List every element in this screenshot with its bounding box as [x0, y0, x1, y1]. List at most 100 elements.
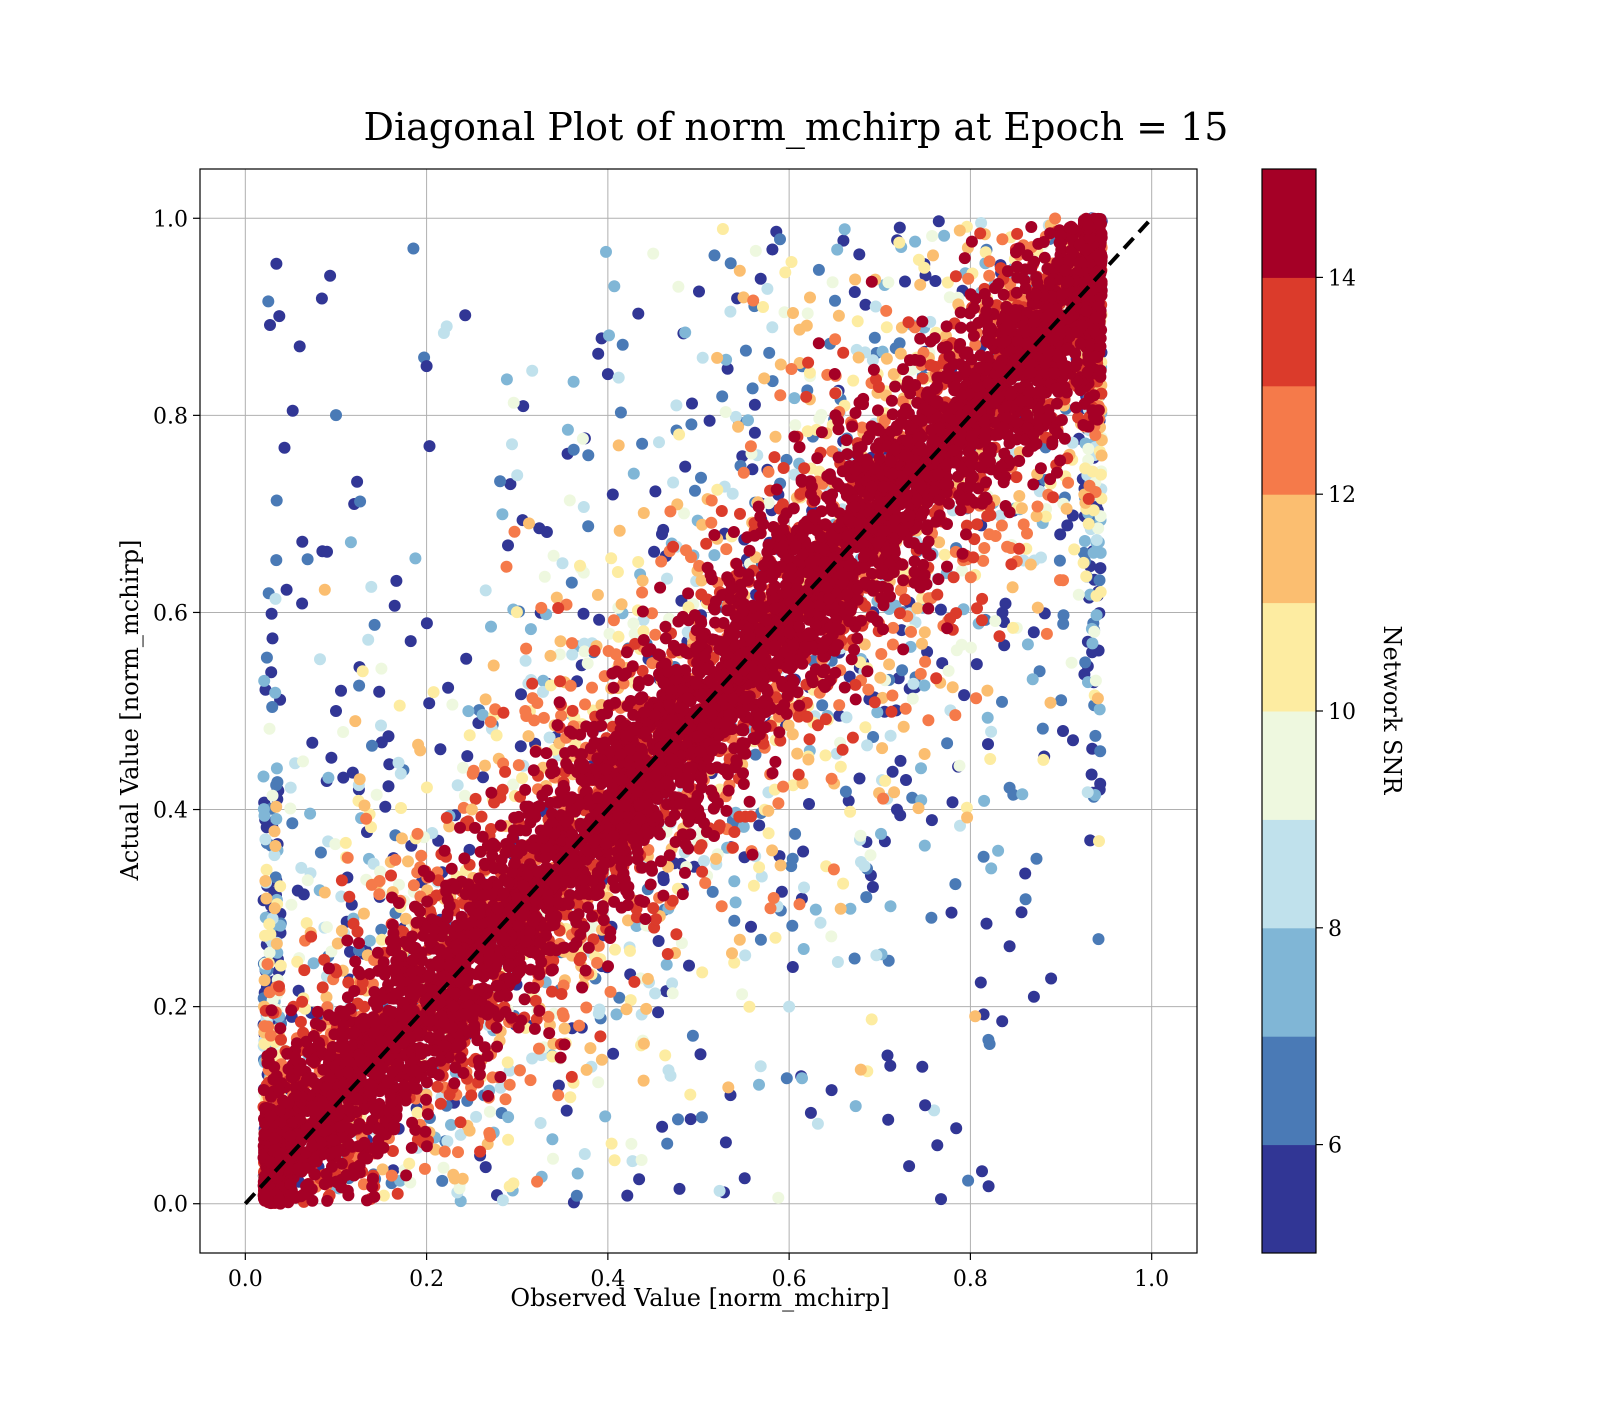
scatter-point — [810, 904, 822, 916]
scatter-point — [395, 802, 407, 814]
scatter-point — [568, 444, 580, 456]
scatter-point — [720, 406, 732, 418]
scatter-point — [392, 1188, 404, 1200]
scatter-point — [558, 1010, 570, 1022]
scatter-point — [909, 354, 921, 366]
scatter-point — [1092, 692, 1104, 704]
scatter-point — [287, 405, 299, 417]
scatter-point — [882, 1114, 894, 1126]
scatter-point — [685, 418, 697, 430]
scatter-point — [552, 602, 564, 614]
scatter-point — [494, 475, 506, 487]
scatter-point — [684, 1089, 696, 1101]
scatter-point — [353, 680, 365, 692]
scatter-point — [462, 705, 474, 717]
scatter-point — [753, 1079, 765, 1091]
scatter-point — [1013, 543, 1025, 555]
scatter-point — [566, 577, 578, 589]
scatter-point — [1062, 477, 1074, 489]
scatter-point — [270, 593, 282, 605]
scatter-point — [461, 750, 473, 762]
scatter-point — [958, 689, 970, 701]
scatter-point — [652, 1006, 664, 1018]
scatter-point — [533, 1005, 545, 1017]
scatter-point — [578, 608, 590, 620]
scatter-point — [262, 1021, 274, 1033]
scatter-point — [1020, 893, 1032, 905]
scatter-point — [592, 589, 604, 601]
scatter-point — [612, 566, 624, 578]
scatter-point — [926, 230, 938, 242]
scatter-point — [552, 1089, 564, 1101]
scatter-point — [459, 790, 471, 802]
scatter-point — [499, 766, 511, 778]
scatter-point — [657, 524, 669, 536]
scatter-point — [1018, 518, 1030, 530]
scatter-point — [849, 953, 861, 965]
scatter-point — [1011, 228, 1023, 240]
scatter-point — [876, 742, 888, 754]
scatter-point — [887, 639, 899, 651]
scatter-point — [996, 233, 1008, 245]
scatter-point — [711, 484, 723, 496]
scatter-point — [969, 1010, 981, 1022]
scatter-point — [547, 1153, 559, 1165]
scatter-point — [270, 258, 282, 270]
scatter-point — [639, 913, 651, 925]
scatter-point — [564, 1091, 576, 1103]
scatter-point — [744, 796, 756, 808]
scatter-point — [846, 421, 858, 433]
scatter-point — [607, 489, 619, 501]
scatter-point — [918, 680, 930, 692]
scatter-point — [775, 359, 787, 371]
scatter-point — [798, 943, 810, 955]
scatter-point — [374, 875, 386, 887]
scatter-point — [649, 629, 661, 641]
scatter-point — [1073, 589, 1085, 601]
scatter-point — [853, 248, 865, 260]
scatter-point — [1096, 450, 1108, 462]
scatter-point — [802, 754, 814, 766]
scatter-point — [602, 960, 614, 972]
scatter-point — [613, 372, 625, 384]
scatter-point — [555, 635, 567, 647]
scatter-point — [714, 1185, 726, 1197]
scatter-point — [422, 1108, 434, 1120]
scatter-point — [571, 1190, 583, 1202]
scatter-point — [708, 549, 720, 561]
scatter-point — [546, 1133, 558, 1145]
scatter-point — [657, 890, 669, 902]
scatter-point — [371, 789, 383, 801]
scatter-point — [720, 1136, 732, 1148]
scatter-point — [949, 878, 961, 890]
scatter-point — [360, 813, 372, 825]
scatter-point — [525, 1074, 537, 1086]
scatter-point — [638, 1038, 650, 1050]
scatter-point — [592, 348, 604, 360]
scatter-point — [1095, 586, 1107, 598]
scatter-point — [407, 243, 419, 255]
scatter-point — [975, 217, 987, 229]
scatter-point — [467, 768, 479, 780]
scatter-point — [919, 840, 931, 852]
scatter-point — [897, 643, 909, 655]
scatter-point — [748, 880, 760, 892]
scatter-point — [329, 838, 341, 850]
scatter-point — [753, 819, 765, 831]
scatter-point — [393, 757, 405, 769]
scatter-point — [608, 614, 620, 626]
scatter-point — [605, 552, 617, 564]
scatter-point — [720, 543, 732, 555]
scatter-point — [757, 301, 769, 313]
scatter-point — [342, 852, 354, 864]
scatter-point — [687, 1030, 699, 1042]
scatter-point — [322, 772, 334, 784]
scatter-point — [1057, 574, 1069, 586]
scatter-point — [971, 602, 983, 614]
scatter-point — [267, 632, 279, 644]
scatter-point — [574, 560, 586, 572]
scatter-point — [319, 584, 331, 596]
scatter-point — [996, 696, 1008, 708]
scatter-point — [982, 738, 994, 750]
scatter-point — [709, 249, 721, 261]
